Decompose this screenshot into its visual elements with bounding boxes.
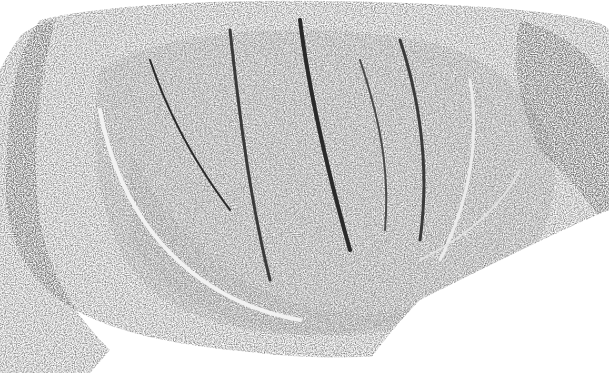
leaf-ribs xyxy=(98,18,521,322)
paper-highlight-left xyxy=(0,0,60,70)
paper-highlight xyxy=(360,210,609,373)
